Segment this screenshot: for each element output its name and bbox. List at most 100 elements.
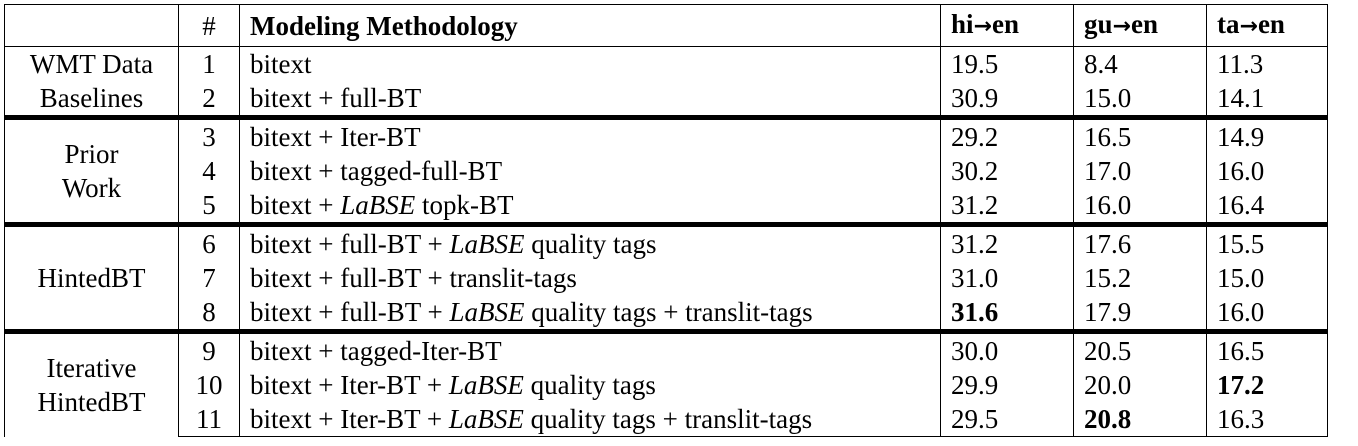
method-cell: bitext	[239, 46, 941, 81]
results-table-container: # Modeling Methodology hi→en gu→en ta→en…	[4, 4, 1328, 437]
header-hi-tgt: en	[991, 9, 1019, 39]
score-hi-en: 31.6	[940, 295, 1074, 332]
score-ta-en: 14.1	[1206, 81, 1328, 118]
group-label-line: HintedBT	[37, 387, 146, 418]
method-text: topk-BT	[415, 190, 514, 220]
method-cell: bitext + tagged-full-BT	[239, 154, 941, 188]
score-hi-en: 19.5	[940, 46, 1074, 81]
method-cell: bitext + LaBSE topk-BT	[239, 188, 941, 225]
score-gu-en: 20.8	[1073, 402, 1207, 437]
score-hi-en: 30.9	[940, 81, 1074, 118]
results-table: # Modeling Methodology hi→en gu→en ta→en…	[4, 4, 1328, 437]
method-text: bitext + tagged-Iter-BT	[250, 336, 502, 366]
table-row: WMT Data Baselines 1 bitext 19.5 8.4 11.3	[4, 46, 1328, 118]
header-gu-en: gu→en	[1073, 4, 1207, 47]
group-label-line: Baselines	[39, 83, 144, 113]
group-label-line: HintedBT	[37, 263, 146, 293]
table-header-row: # Modeling Methodology hi→en gu→en ta→en	[4, 4, 1328, 47]
method-text: bitext + full-BT	[250, 83, 422, 113]
method-text: bitext + Iter-BT	[250, 122, 421, 152]
method-italic-term: LaBSE	[448, 370, 524, 400]
group-label: Prior Work	[4, 115, 179, 225]
table-row: 7 bitext + full-BT + translit-tags 31.0 15.…	[5, 261, 1328, 295]
method-text: quality tags	[524, 229, 657, 259]
method-italic-term: LaBSE	[340, 190, 416, 220]
score-gu-en: 20.0	[1073, 368, 1207, 402]
header-ta-src: ta	[1217, 9, 1240, 39]
group-label-line: Work	[61, 173, 122, 203]
method-text: bitext +	[250, 190, 341, 220]
group-label: Iterative HintedBT	[4, 329, 179, 437]
score-hi-en: 30.2	[940, 154, 1074, 188]
score-ta-en: 17.2	[1206, 368, 1328, 402]
score-hi-en: 30.0	[940, 329, 1074, 368]
method-text: quality tags + translit-tags	[524, 297, 813, 327]
row-number: 5	[178, 188, 240, 225]
score-ta-en: 16.3	[1206, 402, 1328, 437]
header-method: Modeling Methodology	[239, 4, 941, 47]
header-group	[4, 4, 179, 47]
method-cell: bitext + Iter-BT	[239, 115, 941, 154]
group-label: WMT Data Baselines	[4, 46, 179, 118]
score-ta-en: 15.0	[1206, 261, 1328, 295]
score-ta-en: 14.9	[1206, 115, 1328, 154]
row-number: 1	[178, 46, 240, 81]
table-row: HintedBT 6 bitext + full-BT + LaBSE qualit…	[4, 222, 1328, 332]
score-gu-en: 17.6	[1073, 222, 1207, 261]
group-label: HintedBT	[4, 222, 179, 332]
score-hi-en: 31.0	[940, 261, 1074, 295]
score-hi-en: 31.2	[940, 188, 1074, 225]
method-cell: bitext + Iter-BT + LaBSE quality tags	[239, 368, 941, 402]
score-ta-en: 15.5	[1206, 222, 1328, 261]
table-row: 4 bitext + tagged-full-BT 30.2 17.0 16.0	[5, 154, 1328, 188]
header-number: #	[178, 4, 240, 47]
score-hi-en: 29.9	[940, 368, 1074, 402]
row-number: 9	[178, 329, 240, 368]
method-text: quality tags + translit-tags	[523, 404, 813, 434]
row-number: 8	[178, 295, 240, 332]
method-italic-term: LaBSE	[448, 404, 524, 434]
method-cell: bitext + full-BT	[239, 81, 941, 118]
score-gu-en: 16.0	[1073, 188, 1207, 225]
score-hi-en: 31.2	[940, 222, 1074, 261]
table-row: 2 bitext + full-BT 30.9 15.0 14.1	[5, 81, 1328, 118]
method-cell: bitext + Iter-BT + LaBSE quality tags + …	[239, 402, 941, 437]
header-arrow: →	[973, 14, 992, 39]
score-ta-en: 16.4	[1206, 188, 1328, 225]
score-ta-en: 16.0	[1206, 154, 1328, 188]
method-text: bitext + Iter-BT +	[250, 370, 449, 400]
group-label-line: Iterative	[46, 353, 137, 384]
method-text: bitext + tagged-full-BT	[250, 156, 503, 186]
header-hi-en: hi→en	[940, 4, 1074, 47]
row-number: 10	[178, 368, 240, 402]
row-number: 3	[178, 115, 240, 154]
header-gu-tgt: en	[1130, 9, 1158, 39]
group-label-line: WMT Data	[29, 49, 154, 79]
method-cell: bitext + full-BT + translit-tags	[239, 261, 941, 295]
method-text: bitext + full-BT + translit-tags	[250, 263, 577, 293]
method-cell: bitext + full-BT + LaBSE quality tags + …	[239, 295, 941, 332]
score-gu-en: 16.5	[1073, 115, 1207, 154]
method-italic-term: LaBSE	[449, 297, 525, 327]
method-text: quality tags	[523, 370, 656, 400]
table-row: 11 bitext + Iter-BT + LaBSE quality tags …	[5, 402, 1328, 437]
table-body: WMT Data Baselines 1 bitext 19.5 8.4 11.3 2 bite…	[4, 46, 1328, 437]
score-gu-en: 20.5	[1073, 329, 1207, 368]
score-gu-en: 17.0	[1073, 154, 1207, 188]
score-ta-en: 11.3	[1206, 46, 1328, 81]
header-arrow: →	[1112, 14, 1131, 39]
score-hi-en: 29.2	[940, 115, 1074, 154]
row-number: 2	[178, 81, 240, 118]
header-ta-en: ta→en	[1206, 4, 1328, 47]
table-row: 10 bitext + Iter-BT + LaBSE quality tags 2…	[5, 368, 1328, 402]
method-text: bitext + full-BT +	[250, 229, 450, 259]
method-italic-term: LaBSE	[449, 229, 525, 259]
header-hi-src: hi	[951, 9, 974, 39]
table-row: 8 bitext + full-BT + LaBSE quality tags +…	[5, 295, 1328, 332]
group-label-line: Prior	[64, 139, 119, 169]
method-text: bitext	[250, 49, 312, 79]
header-ta-tgt: en	[1257, 9, 1285, 39]
score-hi-en: 29.5	[940, 402, 1074, 437]
score-gu-en: 15.0	[1073, 81, 1207, 118]
score-gu-en: 17.9	[1073, 295, 1207, 332]
